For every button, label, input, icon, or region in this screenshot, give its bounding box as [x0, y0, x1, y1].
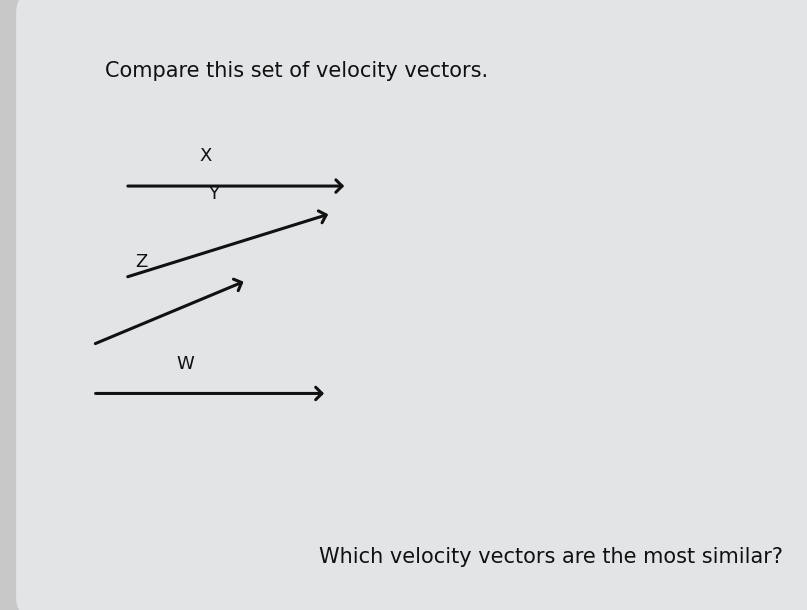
Text: Compare this set of velocity vectors.: Compare this set of velocity vectors. [105, 61, 488, 81]
Text: W: W [177, 355, 194, 373]
Text: X: X [199, 146, 212, 165]
Text: Z: Z [135, 253, 148, 271]
Text: Which velocity vectors are the most similar?: Which velocity vectors are the most simi… [319, 547, 783, 567]
Text: Y: Y [208, 184, 220, 203]
